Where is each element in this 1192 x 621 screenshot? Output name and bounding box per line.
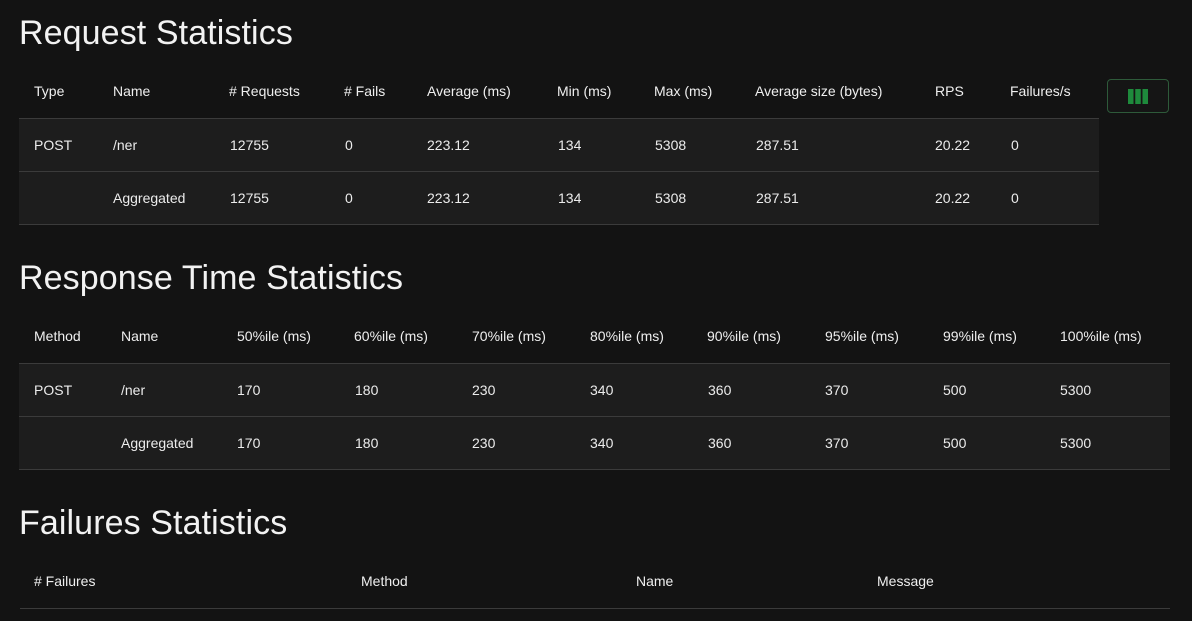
column-header-p95[interactable]: 95%ile (ms) (825, 327, 899, 344)
column-header-p50[interactable]: 50%ile (ms) (237, 327, 311, 344)
column-header-name[interactable]: Name (113, 82, 151, 99)
cell-rps: 20.22 (935, 137, 971, 153)
failures-statistics-table: # Failures Method Name Message (20, 553, 1170, 609)
column-header-name[interactable]: Name (636, 572, 674, 589)
column-header-rps[interactable]: RPS (935, 82, 964, 99)
table-header-row: Type Name # Requests # Fails Average (ms… (19, 63, 1099, 119)
cell-name: Aggregated (113, 190, 186, 206)
failures-statistics-title: Failures Statistics (19, 504, 288, 542)
response-time-statistics-table: Method Name 50%ile (ms) 60%ile (ms) 70%i… (19, 308, 1170, 470)
column-header-method[interactable]: Method (361, 572, 408, 589)
column-header-requests[interactable]: # Requests (229, 82, 300, 99)
cell-p90: 360 (708, 435, 732, 451)
response-time-statistics-title: Response Time Statistics (19, 259, 404, 297)
column-header-failures-per-second[interactable]: Failures/s (1010, 82, 1071, 99)
cell-p95: 370 (825, 382, 849, 398)
cell-fails: 0 (345, 190, 353, 206)
cell-name: /ner (113, 137, 138, 153)
cell-p70: 230 (472, 382, 496, 398)
cell-p100: 5300 (1060, 435, 1092, 451)
cell-average-size: 287.51 (756, 137, 799, 153)
columns-icon (1128, 88, 1148, 104)
column-header-p99[interactable]: 99%ile (ms) (943, 327, 1017, 344)
cell-p60: 180 (355, 382, 379, 398)
cell-p50: 170 (237, 435, 261, 451)
column-header-fails[interactable]: # Fails (344, 82, 386, 99)
cell-name: /ner (121, 382, 146, 398)
cell-failures-per-second: 0 (1011, 190, 1019, 206)
table-header-row: Method Name 50%ile (ms) 60%ile (ms) 70%i… (19, 308, 1170, 364)
cell-method: POST (34, 382, 73, 398)
table-row: POST /ner 170 180 230 340 360 370 500 53… (19, 364, 1170, 417)
cell-rps: 20.22 (935, 190, 971, 206)
column-header-type[interactable]: Type (34, 82, 65, 99)
column-header-p100[interactable]: 100%ile (ms) (1060, 327, 1142, 344)
cell-name: Aggregated (121, 435, 194, 451)
cell-p70: 230 (472, 435, 496, 451)
column-header-name[interactable]: Name (121, 327, 159, 344)
cell-requests: 12755 (230, 137, 269, 153)
column-header-method[interactable]: Method (34, 327, 81, 344)
column-header-failures[interactable]: # Failures (34, 572, 96, 589)
cell-type: POST (34, 137, 73, 153)
cell-p95: 370 (825, 435, 849, 451)
column-header-p90[interactable]: 90%ile (ms) (707, 327, 781, 344)
column-header-p70[interactable]: 70%ile (ms) (472, 327, 546, 344)
cell-average: 223.12 (427, 190, 470, 206)
column-selector-button[interactable] (1107, 79, 1169, 113)
cell-requests: 12755 (230, 190, 269, 206)
cell-min: 134 (558, 137, 582, 153)
column-header-p60[interactable]: 60%ile (ms) (354, 327, 428, 344)
cell-average-size: 287.51 (756, 190, 799, 206)
request-statistics-table: Type Name # Requests # Fails Average (ms… (19, 63, 1099, 225)
cell-p60: 180 (355, 435, 379, 451)
cell-p80: 340 (590, 435, 614, 451)
cell-max: 5308 (655, 190, 687, 206)
table-row-aggregated: Aggregated 12755 0 223.12 134 5308 287.5… (19, 172, 1099, 225)
column-header-max[interactable]: Max (ms) (654, 82, 713, 99)
column-header-average[interactable]: Average (ms) (427, 82, 511, 99)
cell-p90: 360 (708, 382, 732, 398)
column-header-average-size[interactable]: Average size (bytes) (755, 82, 883, 99)
table-row-aggregated: Aggregated 170 180 230 340 360 370 500 5… (19, 417, 1170, 470)
cell-p99: 500 (943, 382, 967, 398)
column-header-message[interactable]: Message (877, 572, 934, 589)
table-header-row: # Failures Method Name Message (20, 553, 1170, 609)
column-header-min[interactable]: Min (ms) (557, 82, 612, 99)
request-statistics-title: Request Statistics (19, 14, 293, 52)
cell-min: 134 (558, 190, 582, 206)
cell-p99: 500 (943, 435, 967, 451)
cell-failures-per-second: 0 (1011, 137, 1019, 153)
cell-p50: 170 (237, 382, 261, 398)
cell-max: 5308 (655, 137, 687, 153)
cell-p80: 340 (590, 382, 614, 398)
cell-p100: 5300 (1060, 382, 1092, 398)
column-header-p80[interactable]: 80%ile (ms) (590, 327, 664, 344)
cell-average: 223.12 (427, 137, 470, 153)
table-row: POST /ner 12755 0 223.12 134 5308 287.51… (19, 119, 1099, 172)
cell-fails: 0 (345, 137, 353, 153)
